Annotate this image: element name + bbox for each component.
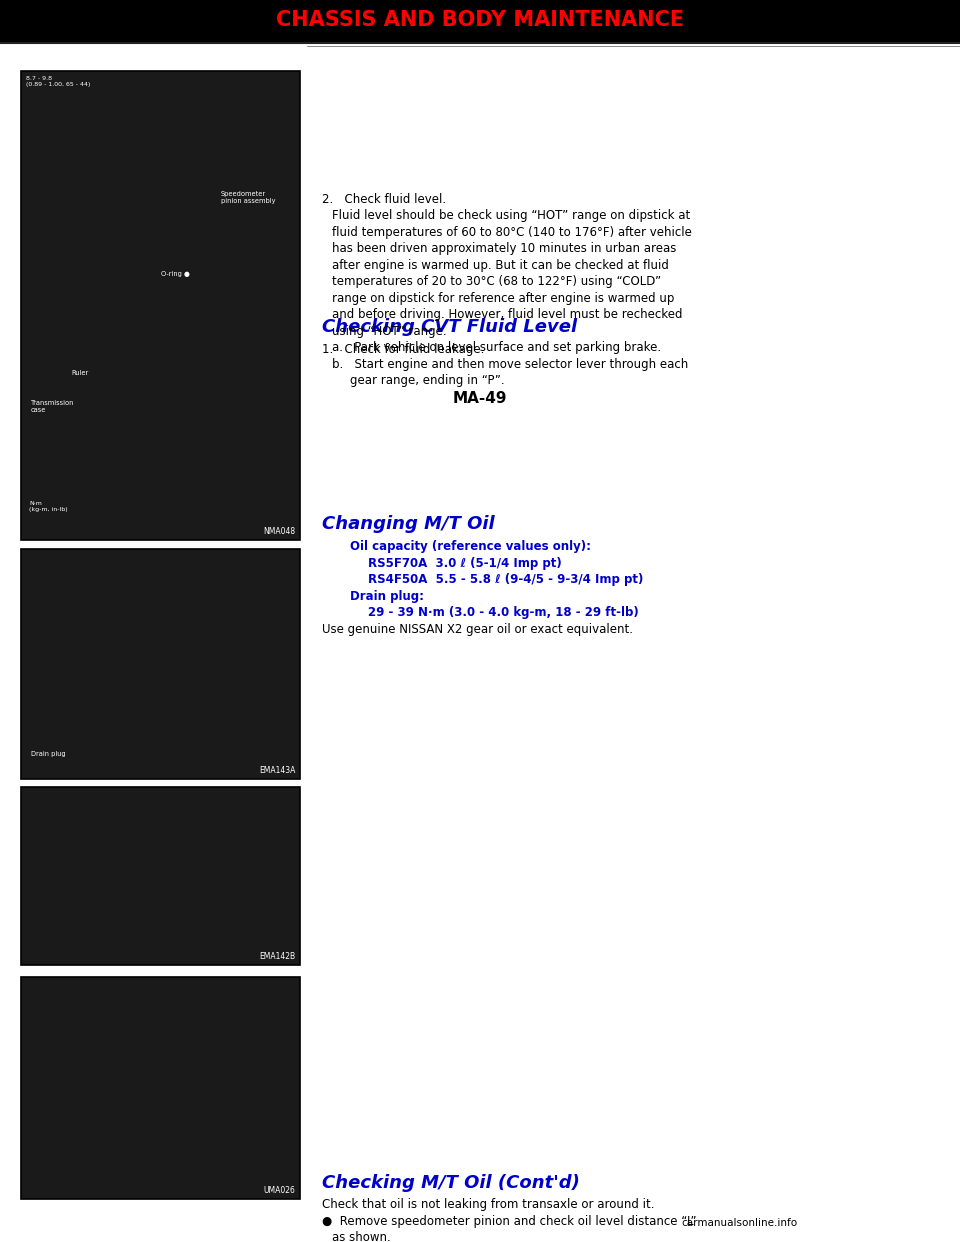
- Text: fluid temperatures of 60 to 80°C (140 to 176°F) after vehicle: fluid temperatures of 60 to 80°C (140 to…: [331, 226, 691, 238]
- Bar: [21, 549, 300, 779]
- Text: Use genuine NISSAN X2 gear oil or exact equivalent.: Use genuine NISSAN X2 gear oil or exact …: [322, 622, 633, 636]
- Text: Drain plug: Drain plug: [31, 750, 65, 756]
- Bar: [21, 977, 300, 1199]
- Text: RS4F50A  5.5 - 5.8 ℓ (9-4/5 - 9-3/4 Imp pt): RS4F50A 5.5 - 5.8 ℓ (9-4/5 - 9-3/4 Imp p…: [368, 573, 643, 586]
- Text: carmanualsonline.info: carmanualsonline.info: [682, 1218, 797, 1228]
- Text: using “HOT” range.: using “HOT” range.: [331, 324, 446, 338]
- Text: after engine is warmed up. But it can be checked at fluid: after engine is warmed up. But it can be…: [331, 258, 668, 272]
- Text: Changing M/T Oil: Changing M/T Oil: [322, 515, 494, 533]
- Text: Checking CVT Fluid Level: Checking CVT Fluid Level: [322, 318, 577, 335]
- Text: gear range, ending in “P”.: gear range, ending in “P”.: [349, 374, 504, 388]
- Text: range on dipstick for reference after engine is warmed up: range on dipstick for reference after en…: [331, 292, 674, 304]
- Text: 2.   Check fluid level.: 2. Check fluid level.: [322, 193, 445, 205]
- Text: temperatures of 20 to 30°C (68 to 122°F) using “COLD”: temperatures of 20 to 30°C (68 to 122°F)…: [331, 274, 660, 288]
- Text: MA-49: MA-49: [453, 390, 507, 405]
- Text: and before driving. However, fluid level must be rechecked: and before driving. However, fluid level…: [331, 308, 683, 320]
- Text: CHASSIS AND BODY MAINTENANCE: CHASSIS AND BODY MAINTENANCE: [276, 10, 684, 30]
- Text: EMA142B: EMA142B: [259, 953, 296, 961]
- Text: 8.7 - 9.8
(0.89 - 1.00, 65 - 44): 8.7 - 9.8 (0.89 - 1.00, 65 - 44): [26, 76, 90, 87]
- Text: 29 - 39 N·m (3.0 - 4.0 kg-m, 18 - 29 ft-lb): 29 - 39 N·m (3.0 - 4.0 kg-m, 18 - 29 ft-…: [368, 606, 638, 619]
- Text: Transmission
case: Transmission case: [31, 400, 75, 414]
- Text: RS5F70A  3.0 ℓ (5-1/4 Imp pt): RS5F70A 3.0 ℓ (5-1/4 Imp pt): [368, 556, 562, 570]
- Bar: [21, 71, 300, 540]
- Text: Oil capacity (reference values only):: Oil capacity (reference values only):: [349, 540, 590, 553]
- Bar: [0, 0, 960, 42]
- Text: Speedometer
pinion assembly: Speedometer pinion assembly: [221, 191, 276, 204]
- Text: 1.   Check for fluid leakage.: 1. Check for fluid leakage.: [322, 343, 484, 355]
- Bar: [21, 787, 300, 965]
- Text: b.   Start engine and then move selector lever through each: b. Start engine and then move selector l…: [331, 358, 688, 370]
- Text: N·m
(kg-m, in-lb): N·m (kg-m, in-lb): [29, 502, 68, 512]
- Text: Drain plug:: Drain plug:: [349, 590, 423, 602]
- Text: NMA048: NMA048: [263, 528, 296, 537]
- Text: Fluid level should be check using “HOT” range on dipstick at: Fluid level should be check using “HOT” …: [331, 209, 690, 222]
- Text: as shown.: as shown.: [331, 1231, 391, 1242]
- Text: has been driven approximately 10 minutes in urban areas: has been driven approximately 10 minutes…: [331, 242, 676, 255]
- Text: O-ring ●: O-ring ●: [161, 271, 190, 277]
- Text: EMA143A: EMA143A: [259, 766, 296, 775]
- Text: ●  Remove speedometer pinion and check oil level distance “L”: ● Remove speedometer pinion and check oi…: [322, 1215, 696, 1228]
- Text: UMA026: UMA026: [264, 1186, 296, 1195]
- Text: Check that oil is not leaking from transaxle or around it.: Check that oil is not leaking from trans…: [322, 1199, 654, 1211]
- Text: a.   Park vehicle on level surface and set parking brake.: a. Park vehicle on level surface and set…: [331, 342, 660, 354]
- Text: Checking M/T Oil (Cont'd): Checking M/T Oil (Cont'd): [322, 1174, 580, 1191]
- Text: Ruler: Ruler: [71, 370, 88, 376]
